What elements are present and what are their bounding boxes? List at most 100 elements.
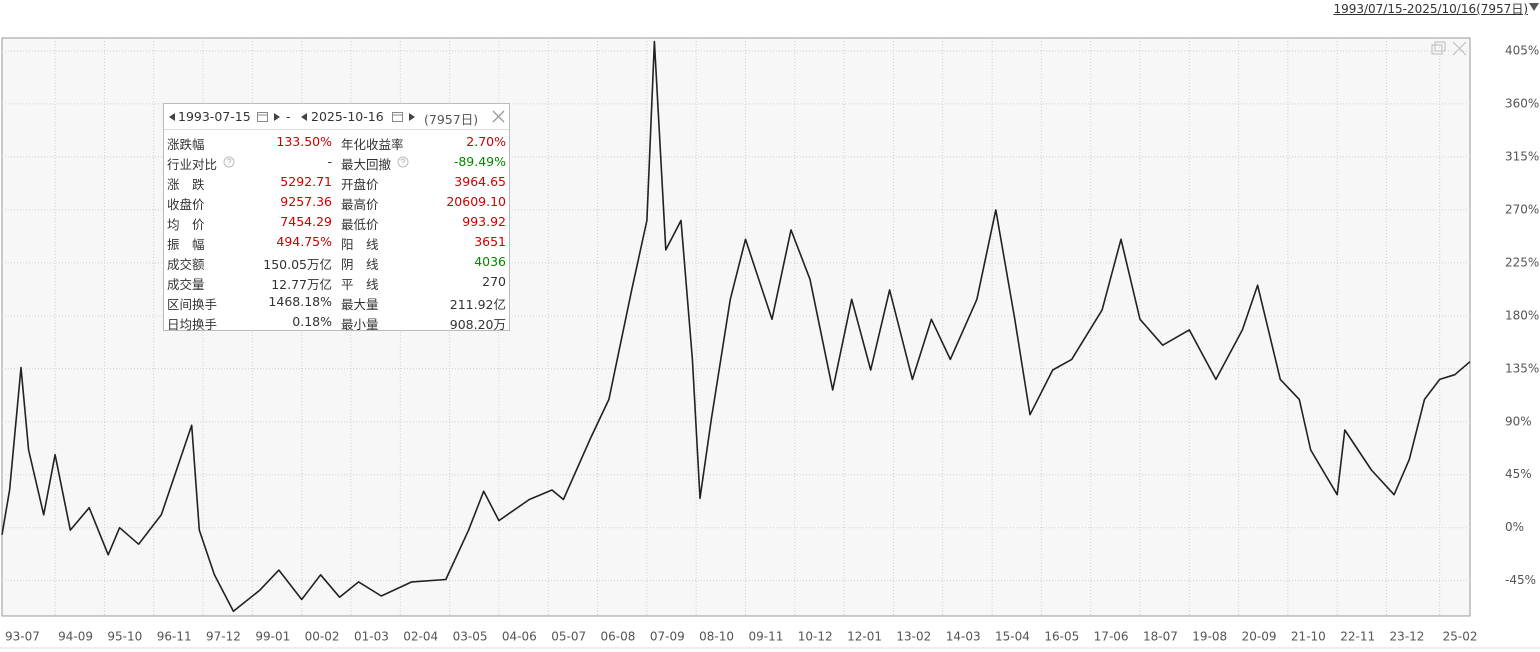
y-tick-label: 225% — [1505, 255, 1539, 269]
stat-value: 211.92亿 — [449, 297, 506, 312]
stats-row: 区间换手 1468.18% 最大量 211.92亿 — [164, 292, 509, 312]
stat-label: 振 幅 — [167, 237, 205, 252]
x-tick-label: 10-12 — [798, 630, 833, 644]
help-icon[interactable] — [397, 156, 409, 168]
date-range[interactable]: 1993/07/15-2025/10/16(7957日) — [1333, 2, 1528, 16]
x-tick-label: 04-06 — [502, 630, 537, 644]
stat-value: 150.05万亿 — [263, 257, 332, 272]
stat-label: 行业对比 — [167, 157, 218, 172]
x-tick-label: 95-10 — [107, 630, 142, 644]
stat-label: 年化收益率 — [341, 137, 404, 152]
x-tick-label: 13-02 — [896, 630, 931, 644]
x-tick-label: 97-12 — [206, 630, 241, 644]
price-line — [1, 40, 1471, 613]
stat-label: 最小量 — [341, 317, 379, 332]
close-button[interactable] — [1452, 41, 1467, 56]
stats-row: 涨跌幅 133.50% 年化收益率 2.70% — [164, 132, 509, 152]
stat-value: 494.75% — [276, 234, 332, 249]
end-date[interactable]: 2025-10-16 — [311, 109, 384, 124]
panel-header: 1993-07-15 - 2025-10-16 (7957日) — [164, 104, 509, 130]
stat-value: 270 — [482, 274, 506, 289]
calendar-icon[interactable] — [392, 111, 403, 122]
stat-value: 1468.18% — [268, 294, 332, 309]
stats-row: 收盘价 9257.36 最高价 20609.10 — [164, 192, 509, 212]
next-end[interactable] — [409, 113, 415, 121]
separator: - — [286, 109, 291, 124]
stat-value: 20609.10 — [446, 194, 506, 209]
stat-label: 最高价 — [341, 197, 379, 212]
stat-value: 5292.71 — [280, 174, 332, 189]
x-tick-label: 94-09 — [58, 630, 93, 644]
y-tick-label: 315% — [1505, 149, 1539, 163]
stats-row: 均 价 7454.29 最低价 993.92 — [164, 212, 509, 232]
stats-row: 行业对比 - 最大回撤 -89.49% — [164, 152, 509, 172]
prev-end[interactable] — [301, 113, 307, 121]
x-tick-label: 15-04 — [995, 630, 1030, 644]
x-tick-label: 03-05 — [453, 630, 488, 644]
y-tick-label: 0% — [1505, 520, 1524, 534]
stats-row: 涨 跌 5292.71 开盘价 3964.65 — [164, 172, 509, 192]
stat-label: 最低价 — [341, 217, 379, 232]
x-tick-label: 21-10 — [1291, 630, 1326, 644]
stat-value: 133.50% — [276, 134, 332, 149]
x-tick-label: 23-12 — [1390, 630, 1425, 644]
start-date[interactable]: 1993-07-15 — [178, 109, 251, 124]
stat-value: -89.49% — [453, 154, 506, 169]
stat-label: 最大回撤 — [341, 157, 392, 172]
stat-label: 涨跌幅 — [167, 137, 205, 152]
x-tick-label: 93-07 — [5, 630, 40, 644]
y-tick-label: 90% — [1505, 414, 1532, 428]
stat-value: - — [327, 154, 332, 169]
panel-close[interactable] — [492, 110, 505, 123]
stats-row: 成交量 12.77万亿平 线 270 — [164, 272, 509, 292]
y-tick-label: 405% — [1505, 43, 1539, 57]
y-tick-label: 270% — [1505, 202, 1539, 216]
stat-label: 均 价 — [167, 217, 205, 232]
x-tick-label: 06-08 — [601, 630, 636, 644]
stat-value: 0.18% — [292, 314, 332, 329]
x-tick-label: 07-09 — [650, 630, 685, 644]
x-tick-label: 00-02 — [305, 630, 340, 644]
x-tick-label: 02-04 — [403, 630, 438, 644]
stat-value: 993.92 — [462, 214, 506, 229]
range-dropdown[interactable] — [1529, 2, 1539, 12]
stat-label: 收盘价 — [167, 197, 205, 212]
y-tick-label: 180% — [1505, 308, 1539, 322]
stat-label: 最大量 — [341, 297, 379, 312]
y-tick-label: -45% — [1505, 573, 1536, 587]
x-tick-label: 19-08 — [1192, 630, 1227, 644]
stat-value: 2.70% — [466, 134, 506, 149]
stat-label: 涨 跌 — [167, 177, 205, 192]
x-tick-label: 01-03 — [354, 630, 389, 644]
stat-value: 908.20万 — [449, 317, 506, 332]
prev-start[interactable] — [169, 113, 175, 121]
y-tick-label: 135% — [1505, 361, 1539, 375]
x-tick-label: 96-11 — [157, 630, 192, 644]
stat-label: 区间换手 — [167, 297, 218, 312]
restore-button[interactable] — [1431, 44, 1443, 55]
stat-value: 7454.29 — [280, 214, 332, 229]
help-icon[interactable] — [223, 156, 235, 168]
x-tick-label: 09-11 — [748, 630, 783, 644]
next-start[interactable] — [274, 113, 280, 121]
stat-label: 成交量 — [167, 277, 205, 292]
calendar-icon[interactable] — [257, 111, 268, 122]
y-tick-label: 360% — [1505, 96, 1539, 110]
stat-label: 日均换手 — [167, 317, 218, 332]
stats-panel: 1993-07-15 - 2025-10-16 (7957日) 涨跌幅 133.5… — [163, 103, 510, 332]
stat-label: 开盘价 — [341, 177, 379, 192]
x-tick-label: 16-05 — [1044, 630, 1079, 644]
x-tick-label: 99-01 — [255, 630, 290, 644]
stat-value: 3651 — [474, 234, 506, 249]
x-tick-label: 18-07 — [1143, 630, 1178, 644]
stat-label: 成交额 — [167, 257, 205, 272]
stat-label: 平 线 — [341, 277, 379, 292]
stat-label: 阳 线 — [341, 237, 379, 252]
y-tick-label: 45% — [1505, 467, 1532, 481]
x-tick-label: 20-09 — [1242, 630, 1277, 644]
stats-row: 振 幅 494.75% 阳 线 3651 — [164, 232, 509, 252]
x-tick-label: 12-01 — [847, 630, 882, 644]
x-tick-label: 08-10 — [699, 630, 734, 644]
stat-value: 3964.65 — [454, 174, 506, 189]
